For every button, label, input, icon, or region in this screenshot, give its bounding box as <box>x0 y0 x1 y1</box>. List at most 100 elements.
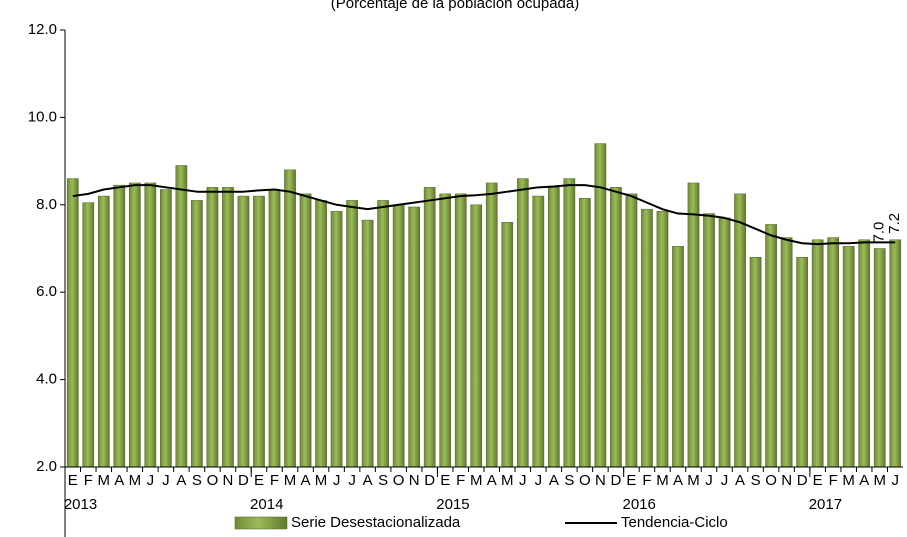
bar <box>361 219 374 468</box>
year-label: 2015 <box>436 496 469 513</box>
bar <box>66 178 79 468</box>
x-tick-label: A <box>549 472 559 489</box>
x-tick-label: O <box>765 472 777 489</box>
year-label: 2014 <box>250 496 283 513</box>
bar <box>889 239 902 468</box>
x-tick-label: M <box>873 472 886 489</box>
x-tick-label: F <box>84 472 93 489</box>
bar <box>687 182 700 468</box>
bar <box>734 193 746 468</box>
bar <box>268 189 281 468</box>
bar <box>315 200 327 468</box>
x-tick-label: D <box>424 472 435 489</box>
y-tick-label: 12.0 <box>28 21 57 38</box>
x-tick-label: F <box>642 472 651 489</box>
year-label: 2013 <box>64 496 97 513</box>
x-tick-label: D <box>797 472 808 489</box>
bar <box>128 182 141 468</box>
bar <box>672 246 684 468</box>
x-tick-label: F <box>829 472 838 489</box>
x-tick-label: A <box>487 472 497 489</box>
bar <box>718 217 731 468</box>
x-tick-label: N <box>781 472 792 489</box>
bar <box>284 169 296 468</box>
x-tick-label: O <box>207 472 219 489</box>
bar <box>97 195 110 468</box>
x-tick-label: E <box>626 472 636 489</box>
bar <box>222 187 234 468</box>
bar <box>703 213 715 468</box>
x-tick-label: J <box>333 472 341 489</box>
x-tick-label: N <box>595 472 606 489</box>
bar <box>842 246 855 468</box>
year-label: 2016 <box>622 496 655 513</box>
bar <box>656 211 669 468</box>
x-tick-label: J <box>535 472 543 489</box>
y-tick-label: 4.0 <box>36 371 57 388</box>
y-tick-label: 8.0 <box>36 196 57 213</box>
bar <box>206 187 219 468</box>
bar <box>625 193 638 468</box>
x-tick-label: M <box>842 472 855 489</box>
bar <box>827 237 840 468</box>
bar <box>237 195 250 468</box>
x-tick-label: S <box>564 472 574 489</box>
x-tick-label: M <box>656 472 669 489</box>
data-label: 7.0 <box>871 222 888 243</box>
x-tick-label: O <box>579 472 591 489</box>
x-tick-label: M <box>687 472 700 489</box>
bar <box>346 200 358 468</box>
bar <box>408 206 421 468</box>
bar <box>579 197 591 468</box>
x-tick-label: J <box>519 472 527 489</box>
x-tick-label: M <box>129 472 142 489</box>
bar <box>470 204 483 468</box>
year-label: 2017 <box>809 496 842 513</box>
bar <box>330 211 343 468</box>
x-tick-label: J <box>891 472 899 489</box>
x-tick-label: O <box>393 472 405 489</box>
x-tick-label: N <box>409 472 420 489</box>
x-tick-label: M <box>315 472 328 489</box>
x-tick-label: E <box>68 472 78 489</box>
data-label: 7.2 <box>886 213 903 234</box>
x-tick-label: S <box>751 472 761 489</box>
bar <box>749 256 762 468</box>
x-tick-label: M <box>98 472 111 489</box>
y-tick-label: 10.0 <box>28 108 57 125</box>
bar <box>175 165 188 468</box>
x-tick-label: A <box>114 472 124 489</box>
bar <box>191 200 203 468</box>
bar <box>501 222 514 468</box>
bar <box>796 256 808 468</box>
x-tick-label: D <box>610 472 621 489</box>
x-tick-label: E <box>813 472 823 489</box>
trend-line <box>72 184 896 246</box>
x-tick-label: A <box>301 472 311 489</box>
x-tick-label: J <box>721 472 729 489</box>
bar <box>563 178 576 468</box>
bar <box>516 178 529 468</box>
bar <box>485 182 498 468</box>
x-tick-label: J <box>705 472 713 489</box>
bar <box>454 193 467 468</box>
x-tick-label: F <box>456 472 465 489</box>
bar <box>610 187 622 468</box>
x-tick-label: E <box>254 472 264 489</box>
bar <box>594 143 607 468</box>
bar <box>423 187 436 468</box>
x-tick-label: N <box>223 472 234 489</box>
bar <box>82 202 95 468</box>
bar <box>547 187 560 468</box>
x-tick-label: F <box>270 472 279 489</box>
bar <box>811 239 824 468</box>
x-tick-label: M <box>501 472 514 489</box>
x-tick-label: A <box>735 472 745 489</box>
bar <box>641 208 653 468</box>
chart-subtitle: (Porcentaje de la población ocupada) <box>331 0 580 12</box>
legend-swatch <box>234 516 288 530</box>
x-tick-label: J <box>147 472 155 489</box>
bar <box>144 182 157 468</box>
bar <box>299 193 312 468</box>
